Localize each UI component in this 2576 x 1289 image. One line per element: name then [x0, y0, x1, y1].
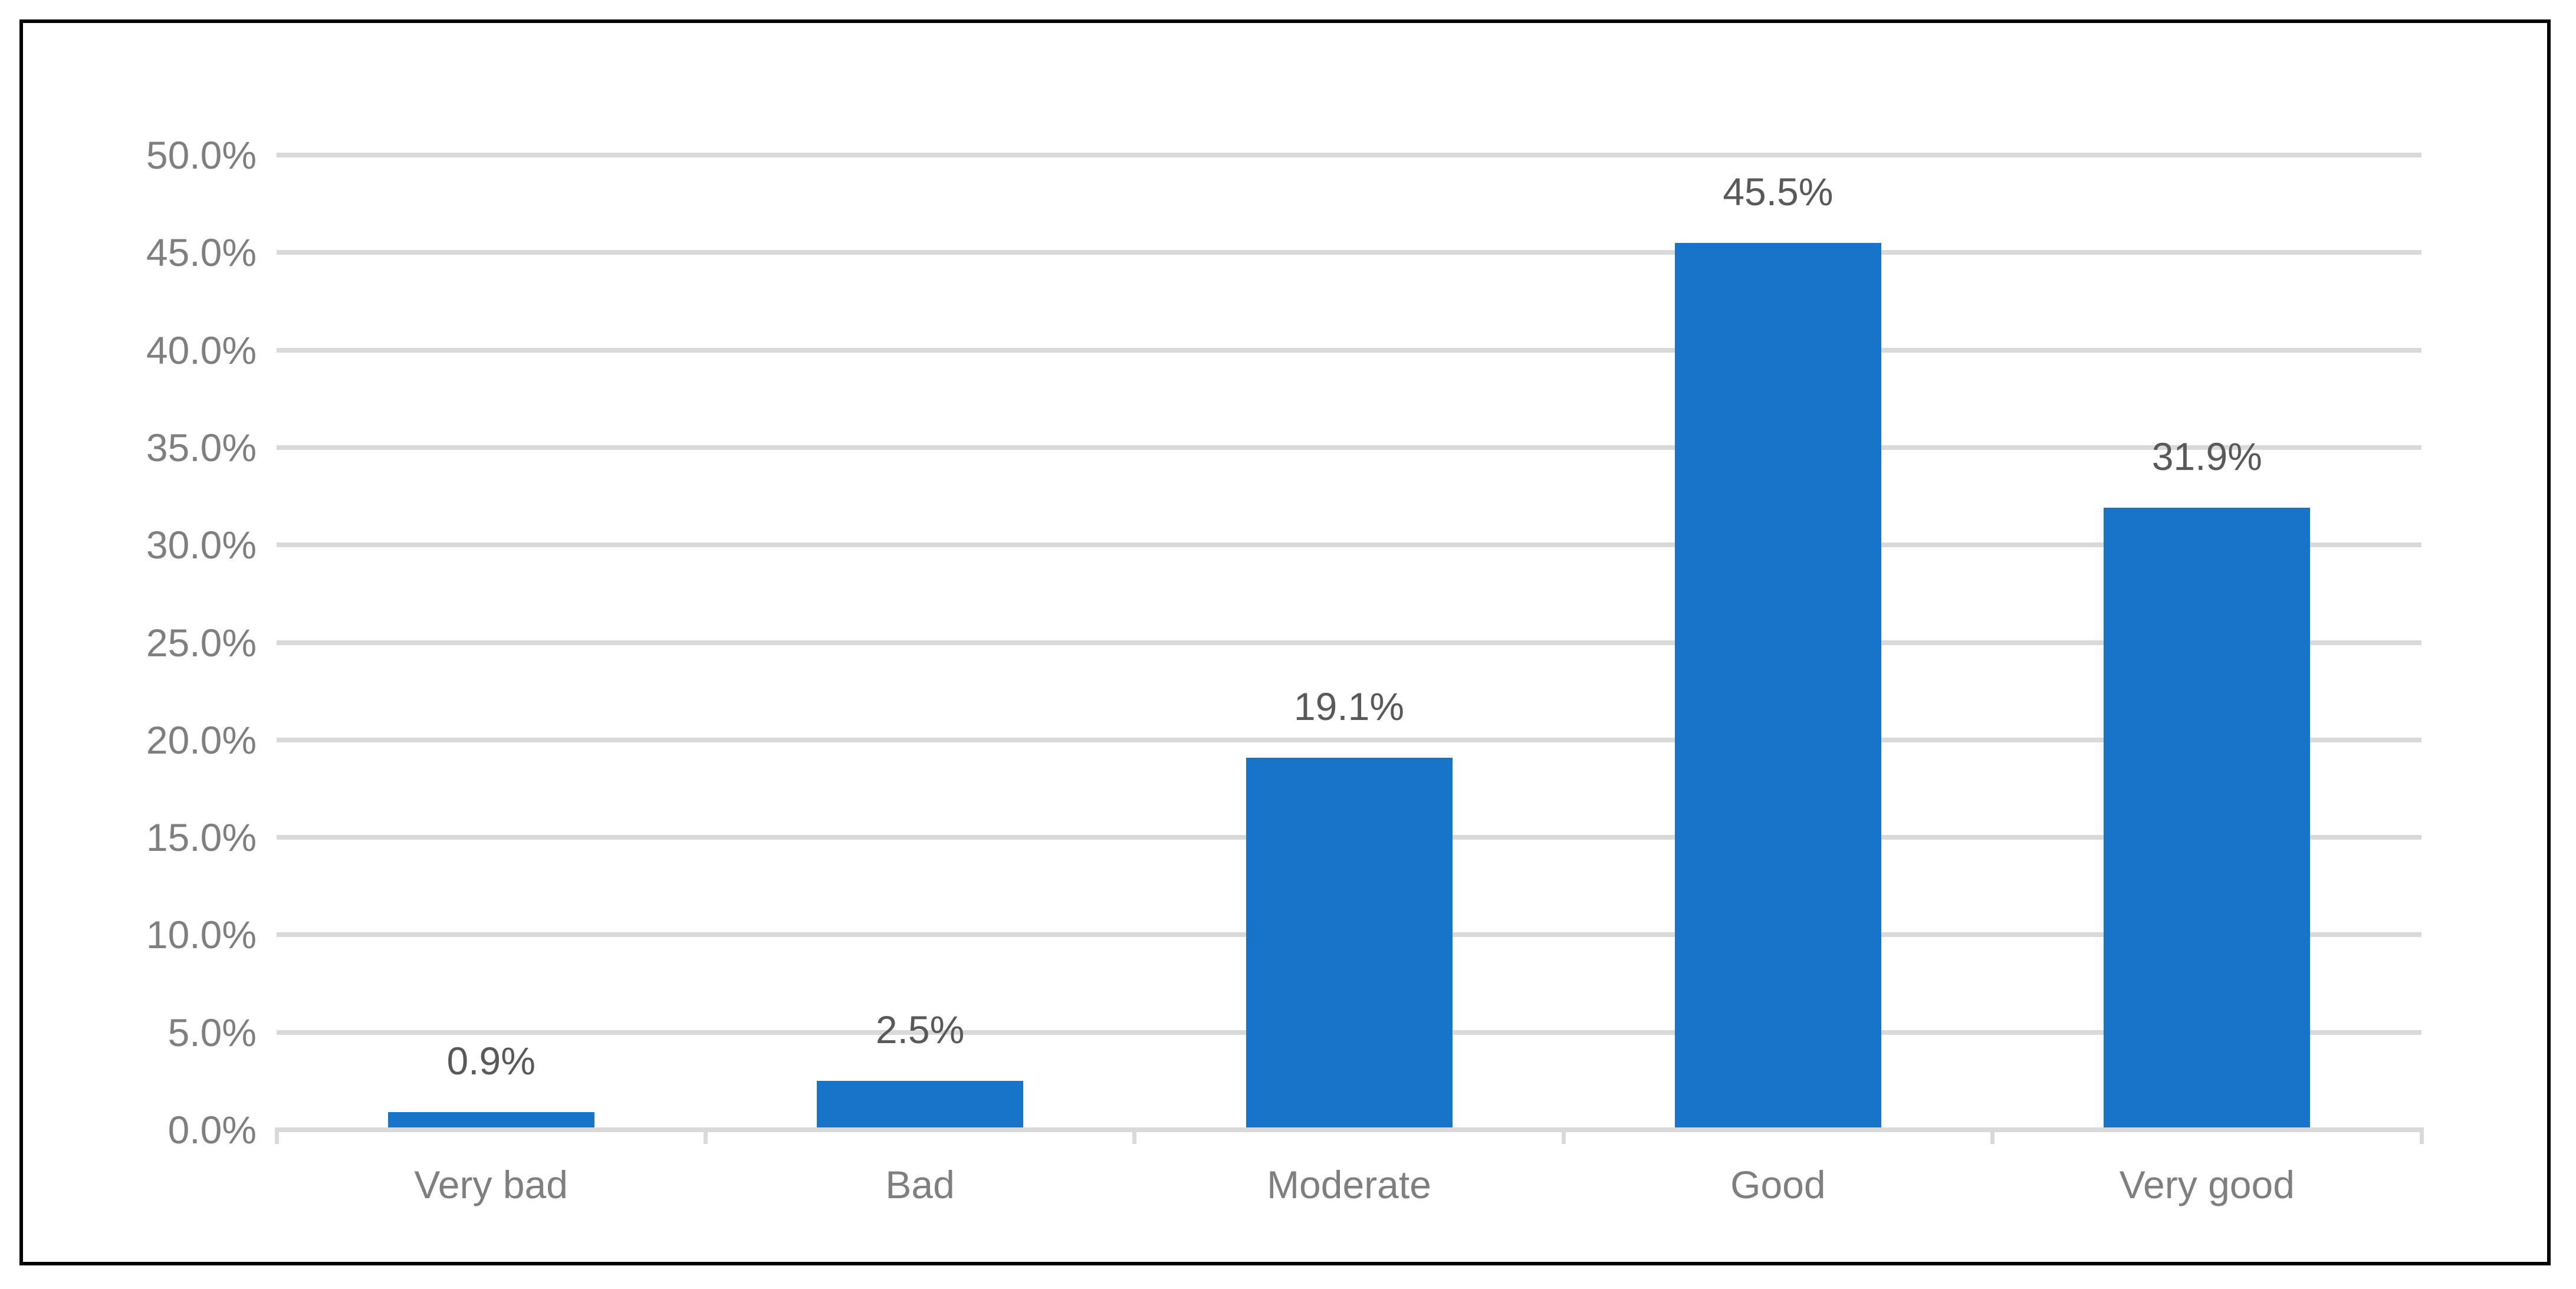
x-category-label-very-good: Very good [2119, 1163, 2295, 1206]
x-axis-tick [274, 1127, 279, 1144]
bar-very-bad [387, 1112, 594, 1127]
bar-data-label-very-good: 31.9% [2151, 435, 2262, 479]
gridline [277, 250, 2421, 255]
chart-frame: 0.0% 5.0% 10.0% 15.0% 20.0% 25.0% 30.0% 35.0% 40… [19, 19, 2551, 1265]
x-axis-tick [2419, 1127, 2424, 1144]
bar-moderate [1246, 757, 1453, 1127]
bar-data-label-very-bad: 0.9% [446, 1039, 535, 1083]
x-axis-line [277, 1127, 2421, 1132]
gridline [277, 737, 2421, 742]
x-axis-tick [1561, 1127, 1566, 1144]
x-axis-tick [703, 1127, 708, 1144]
y-tick-label: 35.0% [146, 425, 257, 469]
x-axis-tick [1990, 1127, 1995, 1144]
gridline [277, 153, 2421, 157]
y-tick-label: 20.0% [146, 718, 257, 762]
y-tick-label: 50.0% [146, 133, 257, 177]
plot-area: 0.9% 2.5% 19.1% 45.5% 31.9% [274, 153, 2424, 1144]
x-category-label-moderate: Moderate [1267, 1163, 1431, 1206]
y-tick-label: 0.0% [167, 1108, 257, 1152]
x-category-label-good: Good [1730, 1163, 1826, 1206]
gridline [277, 347, 2421, 353]
x-axis-labels: Very bad Bad Moderate Good Very good [277, 1161, 2421, 1214]
y-tick-label: 45.0% [146, 231, 257, 275]
bar-good [1674, 242, 1881, 1127]
bar-data-label-moderate: 19.1% [1293, 684, 1405, 728]
y-tick-label: 15.0% [146, 816, 257, 860]
x-category-label-very-bad: Very bad [414, 1163, 568, 1206]
gridline [277, 445, 2421, 450]
bar-very-good [2104, 508, 2311, 1127]
gridline [277, 640, 2421, 645]
gridline [277, 542, 2421, 548]
y-tick-label: 40.0% [146, 328, 257, 372]
bar-bad [817, 1081, 1024, 1127]
y-tick-label: 30.0% [146, 523, 257, 567]
bar-data-label-bad: 2.5% [875, 1008, 965, 1052]
y-tick-label: 25.0% [146, 620, 257, 665]
bar-data-label-good: 45.5% [1723, 169, 1834, 213]
y-tick-label: 10.0% [146, 913, 257, 957]
y-tick-label: 5.0% [167, 1010, 257, 1054]
x-axis-tick [1132, 1127, 1137, 1144]
x-category-label-bad: Bad [885, 1163, 955, 1206]
y-axis-labels: 0.0% 5.0% 10.0% 15.0% 20.0% 25.0% 30.0% 35.0% 40… [0, 0, 257, 1289]
